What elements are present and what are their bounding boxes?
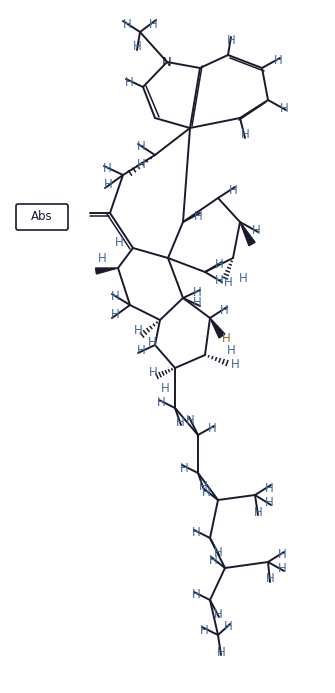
Text: H: H <box>214 608 222 620</box>
Text: H: H <box>186 414 194 428</box>
Text: H: H <box>111 290 119 304</box>
Text: H: H <box>278 561 286 574</box>
Polygon shape <box>210 318 225 338</box>
Text: H: H <box>134 324 142 337</box>
Text: H: H <box>192 527 200 539</box>
Text: H: H <box>137 344 145 356</box>
Text: H: H <box>133 40 141 53</box>
Text: H: H <box>265 495 273 509</box>
Text: H: H <box>265 482 273 495</box>
Text: H: H <box>241 128 249 141</box>
Text: H: H <box>193 286 201 299</box>
Text: H: H <box>104 179 112 191</box>
Text: H: H <box>274 53 282 67</box>
Polygon shape <box>240 222 255 246</box>
FancyBboxPatch shape <box>16 204 68 230</box>
Text: H: H <box>97 252 107 265</box>
Text: H: H <box>230 358 240 371</box>
Text: H: H <box>157 396 165 410</box>
Text: H: H <box>280 101 288 114</box>
Text: H: H <box>254 507 262 520</box>
Text: H: H <box>192 588 200 602</box>
Text: H: H <box>208 423 216 435</box>
Text: H: H <box>149 17 157 30</box>
Text: H: H <box>123 19 131 31</box>
Text: H: H <box>215 274 223 286</box>
Text: H: H <box>137 159 145 171</box>
Text: H: H <box>226 35 236 48</box>
Text: H: H <box>148 335 156 349</box>
Text: H: H <box>194 209 202 222</box>
Text: H: H <box>149 367 157 380</box>
Text: H: H <box>217 645 225 658</box>
Text: H: H <box>200 624 208 636</box>
Text: H: H <box>180 462 188 475</box>
Text: H: H <box>115 236 123 249</box>
Text: H: H <box>111 308 119 322</box>
Text: H: H <box>214 545 222 559</box>
Text: H: H <box>137 141 145 154</box>
Text: H: H <box>193 297 201 310</box>
Text: H: H <box>224 276 232 288</box>
Text: H: H <box>222 331 230 344</box>
Text: H: H <box>103 162 111 175</box>
Text: H: H <box>220 304 228 317</box>
Text: H: H <box>252 224 260 236</box>
Text: H: H <box>239 272 247 285</box>
Text: H: H <box>228 184 238 197</box>
Text: H: H <box>199 480 207 493</box>
Text: H: H <box>215 258 223 270</box>
Text: H: H <box>125 76 133 89</box>
Text: H: H <box>224 620 232 633</box>
Text: H: H <box>266 572 274 586</box>
Text: H: H <box>278 548 286 561</box>
Text: N: N <box>162 55 172 69</box>
Text: H: H <box>226 344 236 356</box>
Polygon shape <box>95 268 118 274</box>
Text: H: H <box>176 416 184 428</box>
Text: H: H <box>202 486 210 498</box>
Text: H: H <box>160 382 170 394</box>
Text: H: H <box>209 554 217 566</box>
Text: Abs: Abs <box>31 211 53 224</box>
